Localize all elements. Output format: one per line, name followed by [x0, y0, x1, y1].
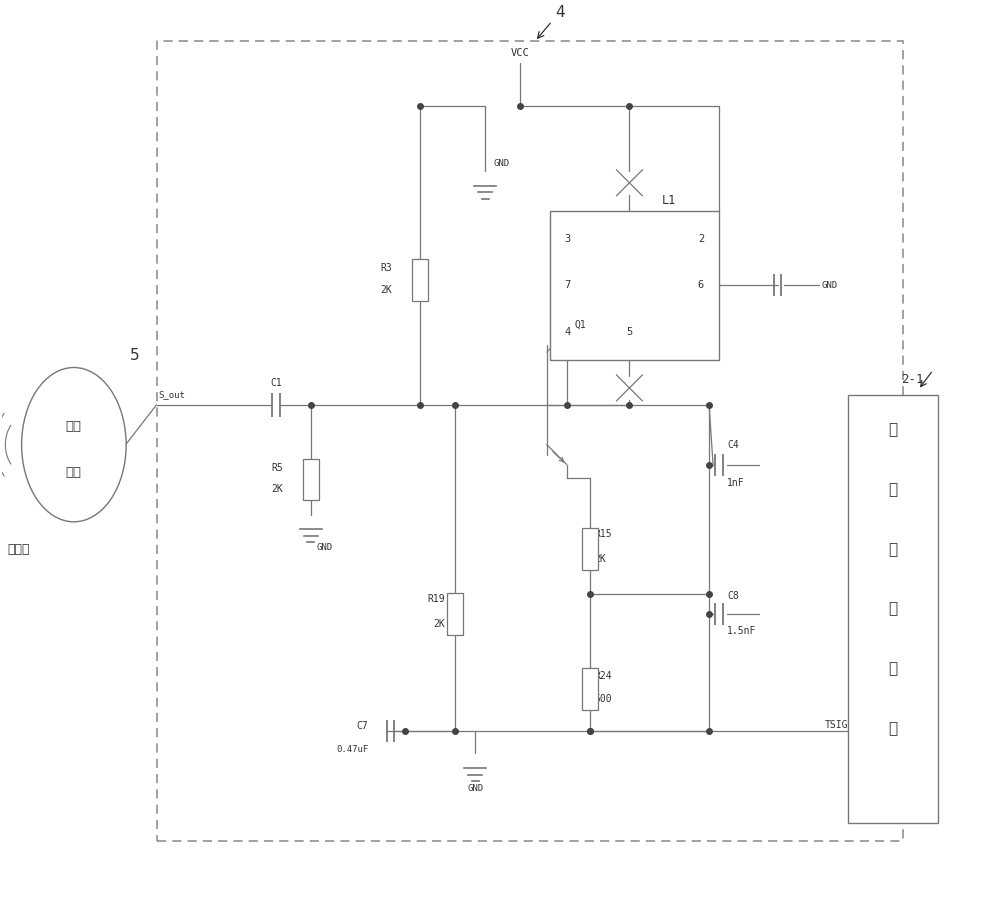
Text: 路: 路	[889, 721, 898, 736]
Text: R19: R19	[428, 594, 445, 604]
Text: 5: 5	[130, 347, 139, 363]
Text: 超声: 超声	[66, 420, 82, 433]
Text: R5: R5	[271, 462, 283, 473]
Text: 6: 6	[698, 281, 704, 291]
Text: 3: 3	[565, 234, 571, 243]
Text: GND: GND	[467, 783, 483, 792]
Bar	[412, 260, 428, 302]
Text: 500: 500	[595, 694, 612, 704]
Text: 调: 调	[889, 601, 898, 616]
Bar	[848, 395, 938, 823]
Text: 探头: 探头	[66, 466, 82, 479]
Text: R3: R3	[381, 263, 392, 273]
Text: 5: 5	[626, 327, 633, 337]
Text: 2K: 2K	[595, 554, 606, 564]
Text: R24: R24	[595, 671, 612, 681]
Bar	[303, 459, 319, 501]
Text: 解: 解	[889, 542, 898, 557]
Text: 4: 4	[565, 327, 571, 337]
Text: R15: R15	[595, 529, 612, 539]
Text: Q1: Q1	[575, 320, 586, 330]
Text: C8: C8	[727, 591, 739, 601]
Bar	[157, 41, 903, 841]
Text: 1nF: 1nF	[727, 477, 745, 487]
Text: 超声波: 超声波	[7, 543, 30, 556]
Text: L1: L1	[662, 195, 676, 207]
Text: 2: 2	[698, 234, 704, 243]
Text: GND: GND	[822, 281, 838, 290]
Text: GND: GND	[317, 543, 333, 552]
Text: S_out: S_out	[159, 390, 185, 399]
Text: 0.47uF: 0.47uF	[336, 745, 369, 754]
Text: C4: C4	[727, 440, 739, 450]
Bar	[447, 593, 463, 635]
Text: 4: 4	[538, 5, 565, 38]
Text: 2K: 2K	[433, 619, 445, 629]
Text: VCC: VCC	[511, 48, 529, 58]
Text: C1: C1	[270, 377, 282, 388]
Text: TSIG: TSIG	[825, 720, 848, 730]
Text: GND: GND	[493, 159, 509, 168]
Text: C7: C7	[357, 721, 369, 731]
Text: 2K: 2K	[381, 285, 392, 295]
Text: 1.5nF: 1.5nF	[727, 626, 756, 636]
Text: 电: 电	[889, 661, 898, 676]
Bar	[582, 668, 598, 709]
Text: 同: 同	[889, 422, 898, 437]
Ellipse shape	[22, 367, 126, 522]
Bar	[550, 211, 719, 360]
Text: 步: 步	[889, 482, 898, 497]
Bar	[582, 528, 598, 570]
Text: 2-1: 2-1	[901, 374, 923, 387]
Text: 7: 7	[565, 281, 571, 291]
Text: 2K: 2K	[271, 484, 283, 494]
